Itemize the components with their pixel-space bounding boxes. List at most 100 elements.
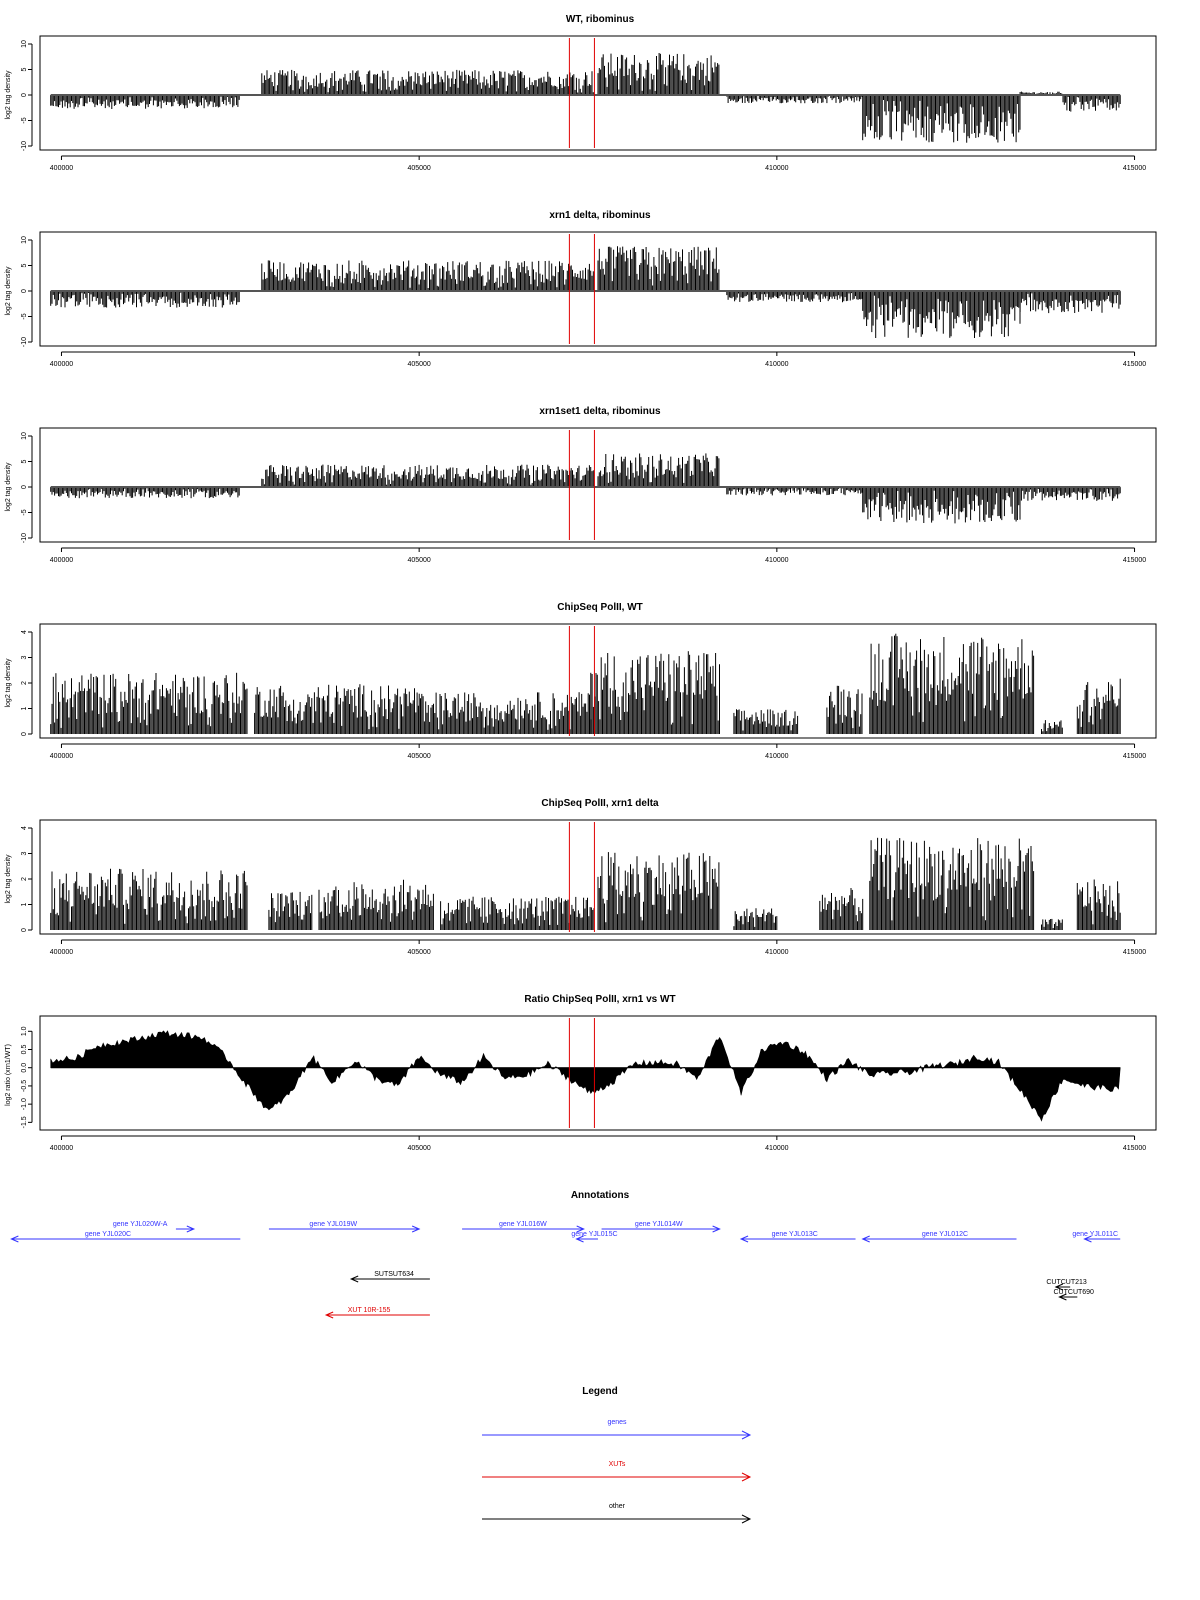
feature-label: CUTCUT213 — [1046, 1279, 1087, 1286]
feature-label: XUT 10R-155 — [348, 1307, 391, 1314]
x-tick-label: 400000 — [50, 165, 73, 172]
feature-label: gene YJL013C — [772, 1231, 818, 1238]
legend: genes XUTs other — [0, 1400, 1200, 1580]
legend-label-xuts: XUTs — [608, 1461, 626, 1468]
y-tick-label: 1.0 — [21, 1026, 28, 1036]
chart-title-wt-ribominus: WT, ribominus — [565, 14, 635, 25]
arrow-head — [575, 1235, 584, 1243]
arrow-head — [1083, 1235, 1092, 1243]
y-tick-label: -10 — [21, 337, 28, 347]
y-tick-label: 0 — [21, 732, 28, 736]
feature-label: gene YJL012C — [922, 1231, 968, 1238]
chart-title-xrn1set1-ribominus: xrn1set1 delta, ribominus — [539, 406, 661, 417]
data-marks — [50, 246, 1121, 338]
x-tick-label: 410000 — [765, 557, 788, 564]
annotation-feature: gene YJL015C — [571, 1231, 618, 1243]
y-axis-label: log2 tag density — [5, 70, 12, 120]
y-tick-label: 4 — [21, 826, 28, 830]
chart-title-chipseq-wt: ChipSeq PolII, WT — [557, 602, 643, 613]
y-tick-label: 0.5 — [21, 1045, 28, 1055]
annotation-feature: gene YJL020W-A — [113, 1221, 196, 1233]
data-marks — [50, 837, 1121, 930]
y-tick-label: -1.0 — [21, 1098, 28, 1110]
y-tick-label: 2 — [21, 681, 28, 685]
annotation-feature: CUTCUT690 — [1054, 1289, 1095, 1301]
y-tick-label: 3 — [21, 655, 28, 659]
arrow-head — [576, 1225, 585, 1233]
x-tick-label: 415000 — [1123, 165, 1146, 172]
y-tick-label: 1 — [21, 902, 28, 906]
y-tick-label: 0 — [21, 93, 28, 97]
y-tick-label: 5 — [21, 263, 28, 267]
annotation-feature: gene YJL016W — [462, 1221, 585, 1233]
data-marks — [50, 53, 1121, 143]
data-marks — [50, 453, 1121, 524]
x-tick-label: 405000 — [407, 753, 430, 760]
y-tick-label: 4 — [21, 630, 28, 634]
legend-arrow-xuts — [482, 1472, 752, 1482]
feature-label: gene YJL015C — [571, 1231, 617, 1238]
y-tick-label: 0.0 — [21, 1063, 28, 1073]
x-tick-label: 405000 — [407, 1145, 430, 1152]
feature-label: CUTCUT690 — [1054, 1289, 1095, 1296]
feature-label: gene YJL020C — [85, 1231, 131, 1238]
x-tick-label: 400000 — [50, 557, 73, 564]
ratio-area — [50, 1030, 1121, 1122]
y-tick-label: -5 — [21, 117, 28, 123]
annotation-feature: SUTSUT634 — [349, 1271, 430, 1283]
x-tick-label: 410000 — [765, 165, 788, 172]
annotation-feature: XUT 10R-155 — [324, 1307, 430, 1319]
chart-xrn1-ribominus: -10 -5 0 5 10 log2 tag density 400000 405000 410… — [5, 231, 1157, 368]
chart-ratio: -1.5 -1.0 -0.5 0.0 0.5 1.0 log2 ratio (xrn1/WT… — [5, 1015, 1157, 1152]
y-axis-label: log2 tag density — [5, 854, 12, 904]
y-tick-label: 3 — [21, 851, 28, 855]
y-tick-label: 1 — [21, 706, 28, 710]
x-tick-label: 400000 — [50, 1145, 73, 1152]
chart-title-ratio: Ratio ChipSeq PolII, xrn1 vs WT — [524, 994, 676, 1005]
arrow-head — [10, 1235, 19, 1243]
y-tick-label: -0.5 — [21, 1080, 28, 1092]
legend-label-other: other — [609, 1503, 625, 1510]
y-tick-label: -10 — [21, 533, 28, 543]
arrow-head — [861, 1235, 870, 1243]
annotation-feature: gene YJL014W — [601, 1221, 721, 1233]
x-tick-label: 400000 — [50, 753, 73, 760]
plot-frame — [39, 35, 1157, 151]
x-tick-label: 415000 — [1123, 949, 1146, 956]
annotations-title: Annotations — [570, 1190, 630, 1201]
y-tick-label: 10 — [21, 432, 28, 440]
x-tick-label: 410000 — [765, 1145, 788, 1152]
legend-label-genes: genes — [607, 1419, 627, 1426]
y-tick-label: 2 — [21, 877, 28, 881]
plot-frame — [39, 623, 1157, 739]
arrow-head — [186, 1225, 196, 1233]
chart-title-chipseq-xrn1: ChipSeq PolII, xrn1 delta — [541, 798, 659, 809]
arrow-head — [739, 1235, 749, 1243]
y-tick-label: 5 — [21, 459, 28, 463]
annotation-feature: gene YJL011C — [1072, 1231, 1121, 1243]
y-axis-label: log2 tag density — [5, 266, 12, 316]
chart-chipseq-xrn1: 0 1 2 3 4 log2 tag density 400000 405000 410000 4… — [5, 819, 1157, 956]
plot-frame — [39, 819, 1157, 935]
y-tick-label: 10 — [21, 40, 28, 48]
x-tick-label: 415000 — [1123, 361, 1146, 368]
x-tick-label: 405000 — [407, 949, 430, 956]
feature-label: gene YJL011C — [1072, 1231, 1118, 1238]
y-tick-label: -10 — [21, 141, 28, 151]
arrow-head — [324, 1311, 334, 1319]
feature-label: gene YJL016W — [499, 1221, 547, 1228]
data-marks — [50, 1030, 1121, 1122]
y-tick-label: 10 — [21, 236, 28, 244]
y-tick-label: 0 — [21, 485, 28, 489]
legend-title: Legend — [582, 1386, 618, 1397]
annotation-feature: gene YJL019W — [268, 1221, 421, 1233]
annotation-feature: gene YJL012C — [861, 1231, 1017, 1243]
plot-frame — [39, 231, 1157, 347]
feature-label: SUTSUT634 — [374, 1271, 414, 1278]
chart-wt-ribominus: -10 -5 0 5 10 log2 tag density 400000 405000 410… — [5, 35, 1157, 172]
x-tick-label: 415000 — [1123, 557, 1146, 564]
arrow-head — [349, 1275, 359, 1283]
x-tick-label: 405000 — [407, 557, 430, 564]
arrow-head — [712, 1225, 721, 1233]
arrow-head — [411, 1225, 421, 1233]
